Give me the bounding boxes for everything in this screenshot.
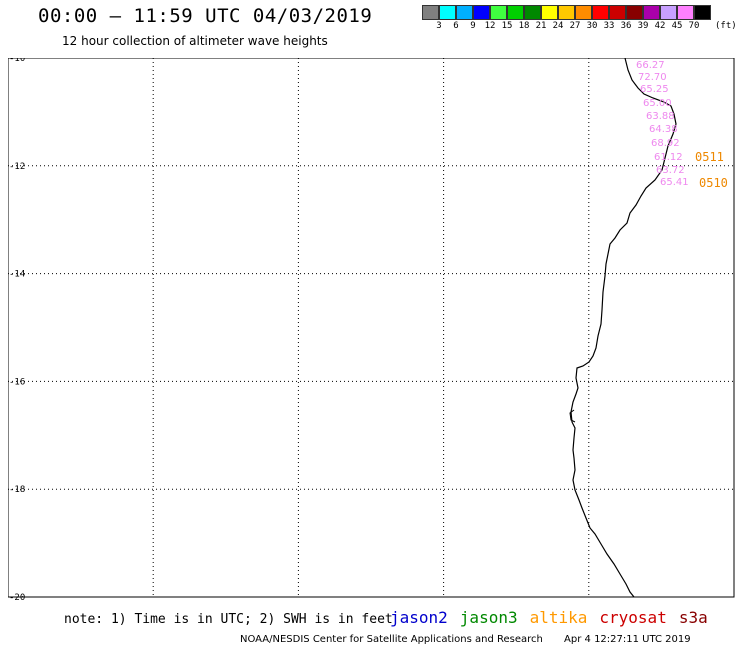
color-scale-label: 12: [484, 21, 496, 31]
color-swatch-2: [456, 5, 473, 20]
wave-height-value: 65.41: [660, 177, 689, 188]
generation-timestamp: Apr 4 12:27:11 UTC 2019: [564, 634, 691, 645]
color-scale-label: 9: [470, 21, 476, 31]
map-frame: [8, 58, 735, 598]
color-scale-label: 36: [620, 21, 632, 31]
color-scale-label: 27: [569, 21, 581, 31]
wave-height-value: 63.88: [646, 111, 675, 122]
color-swatch-6: [524, 5, 541, 20]
satellite-jason2: jason2: [390, 608, 448, 627]
wave-height-value: 63.72: [656, 165, 685, 176]
latitude-label: -20: [9, 593, 25, 603]
color-scale-legend: [422, 5, 711, 20]
color-swatch-10: [592, 5, 609, 20]
credit-line: NOAA/NESDIS Center for Satellite Applica…: [240, 634, 691, 645]
color-scale-label: 3: [436, 21, 442, 31]
color-scale-label: 33: [603, 21, 615, 31]
color-swatch-13: [643, 5, 660, 20]
color-swatch-0: [422, 5, 439, 20]
color-swatch-16: [694, 5, 711, 20]
wave-height-value: 72.70: [638, 72, 667, 83]
wave-height-value: 68.92: [651, 138, 680, 149]
color-scale-label: 39: [637, 21, 649, 31]
wave-height-value: 65.25: [640, 84, 669, 95]
coastline-inlet: [569, 409, 576, 423]
satellite-legend: jason2 jason3 altika cryosat s3a: [390, 608, 708, 627]
color-scale-label: 42: [654, 21, 666, 31]
wave-height-value: 64.38: [649, 124, 678, 135]
satellite-jason3: jason3: [459, 608, 518, 627]
color-scale-label: 6: [453, 21, 459, 31]
color-scale-labels: 3 6 9 12 15 18 21 24 27 30 33 36 39 42 45 70 (ft): [422, 21, 740, 35]
satellite-altika: altika: [529, 608, 588, 627]
color-scale-label: 18: [518, 21, 530, 31]
coastline: [570, 58, 677, 598]
color-swatch-12: [626, 5, 643, 20]
credit-org: NOAA/NESDIS Center for Satellite Applica…: [240, 634, 543, 645]
color-swatch-8: [558, 5, 575, 20]
color-swatch-9: [575, 5, 592, 20]
latitude-label: -12: [9, 162, 25, 172]
satellite-s3a: s3a: [678, 608, 708, 627]
color-scale-label: 45: [671, 21, 683, 31]
satellite-cryosat: cryosat: [599, 608, 667, 627]
units-note: note: 1) Time is in UTC; 2) SWH is in fe…: [64, 612, 393, 627]
wave-height-value: 61.12: [654, 152, 683, 163]
color-swatch-5: [507, 5, 524, 20]
color-scale-label: 30: [586, 21, 598, 31]
map-title: 00:00 – 11:59 UTC 04/03/2019: [38, 5, 373, 27]
wave-height-map: -10-12-14-16-18-20 03691215 66.2772.7065…: [8, 58, 735, 603]
color-swatch-1: [439, 5, 456, 20]
color-swatch-15: [677, 5, 694, 20]
color-swatch-7: [541, 5, 558, 20]
latitude-label: -14: [9, 270, 25, 280]
latitude-label: -18: [9, 485, 25, 495]
latitude-label: -10: [9, 58, 25, 64]
color-swatch-11: [609, 5, 626, 20]
pass-track-label: 0510: [699, 176, 728, 190]
color-swatch-14: [660, 5, 677, 20]
color-scale-label: 70: [688, 21, 700, 31]
color-swatch-4: [490, 5, 507, 20]
latitude-label: -16: [9, 377, 25, 387]
map-grid: [8, 58, 734, 597]
color-scale-unit: (ft): [715, 21, 737, 31]
wave-height-value: 65.00: [643, 98, 672, 109]
color-scale-label: 24: [552, 21, 564, 31]
color-swatch-3: [473, 5, 490, 20]
color-scale-label: 21: [535, 21, 547, 31]
color-scale-label: 15: [501, 21, 513, 31]
wave-height-value: 66.27: [636, 60, 665, 71]
map-subtitle: 12 hour collection of altimeter wave hei…: [62, 34, 328, 48]
pass-track-label: 0511: [695, 150, 724, 164]
